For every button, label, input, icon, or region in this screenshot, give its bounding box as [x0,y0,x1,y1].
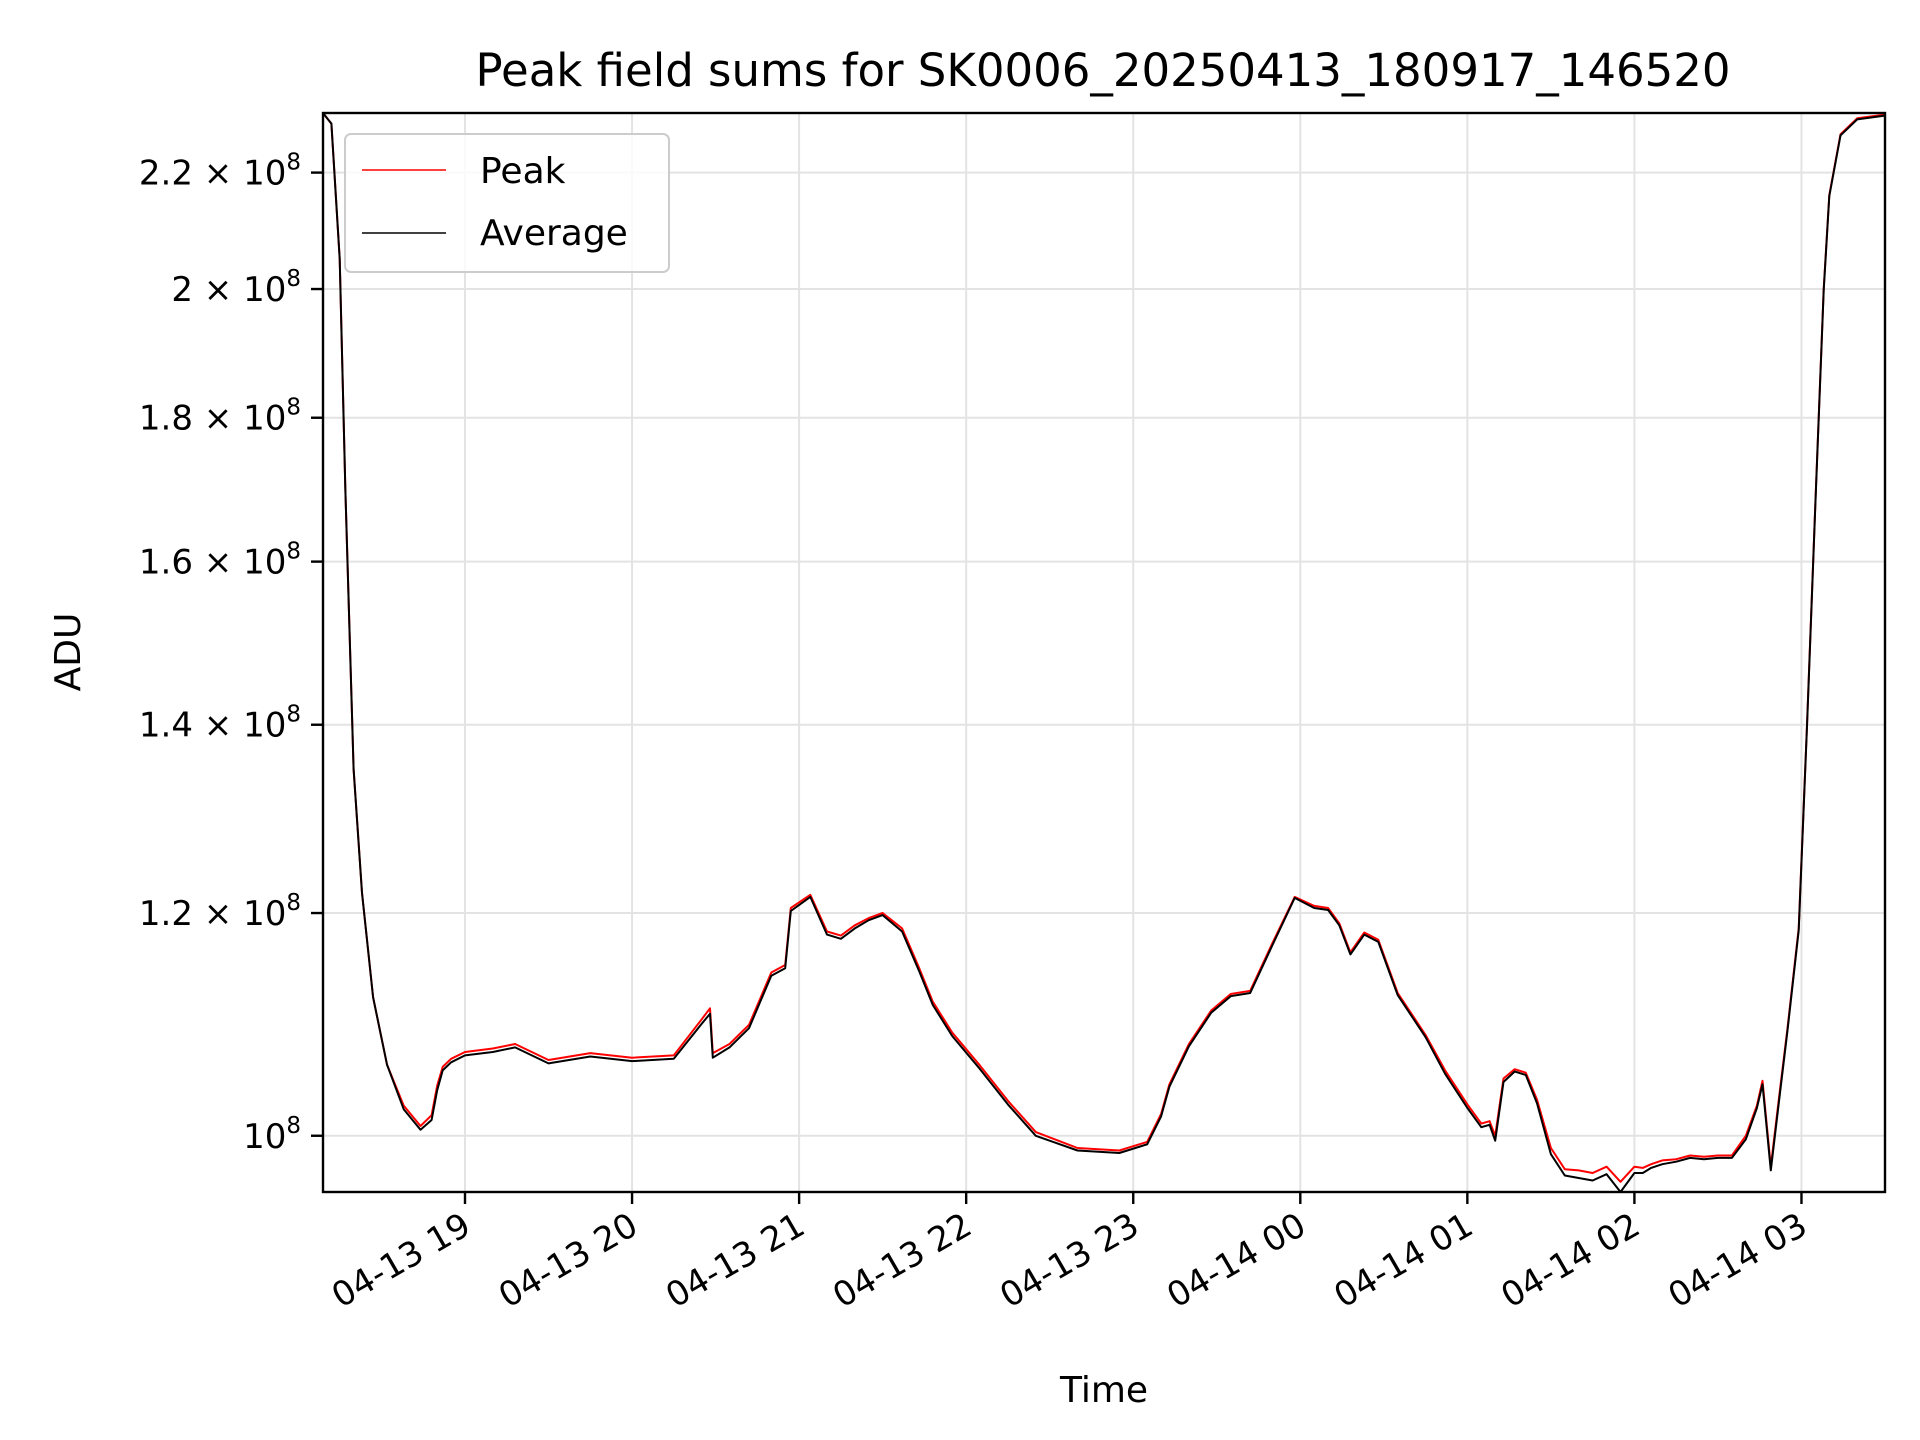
series-line-average [323,113,1885,1192]
x-tick-label: 04-13 19 [325,1205,477,1316]
x-tick-label: 04-13 22 [826,1205,978,1316]
series-line-peak [323,113,1885,1183]
x-tick-label: 04-13 23 [993,1205,1145,1316]
y-tick-label: 108 [243,1113,301,1157]
x-tick-label: 04-14 01 [1327,1205,1479,1316]
legend-label-average: Average [480,213,628,254]
y-tick-label: 1.2 × 108 [139,890,301,934]
y-tick-label: 1.4 × 108 [139,702,301,746]
x-gridlines [464,113,1803,1192]
y-gridlines [323,171,1885,1137]
x-tick-label: 04-14 00 [1160,1205,1312,1316]
y-tick-label: 1.6 × 108 [139,539,301,583]
y-axis-label: ADU [48,613,89,692]
plot-frame [321,111,1887,1194]
series-layer [323,113,1885,1192]
chart-title: Peak field sums for SK0006_20250413_1809… [476,44,1731,97]
legend-label-peak: Peak [480,151,566,192]
y-tick-label: 2 × 108 [171,266,301,310]
y-tick-label: 2.2 × 108 [139,150,301,194]
y-tick-label: 1.8 × 108 [139,395,301,439]
x-tick-label: 04-13 20 [492,1205,644,1316]
legend-box [344,133,670,273]
x-axis-label: Time [1059,1370,1148,1411]
x-tick-label: 04-13 21 [659,1205,811,1316]
legend: Peak Average [344,133,670,273]
x-tick-label: 04-14 02 [1495,1205,1647,1316]
x-tick-label: 04-14 03 [1662,1205,1814,1316]
x-axis-ticks: 04-13 19 04-13 20 04-13 21 04-13 22 04-13 23… [325,1192,1814,1316]
y-axis-ticks: 108 1.2 × 108 1.4 × 108 1.6 × 108 1.8 × 108 2… [139,150,323,1157]
